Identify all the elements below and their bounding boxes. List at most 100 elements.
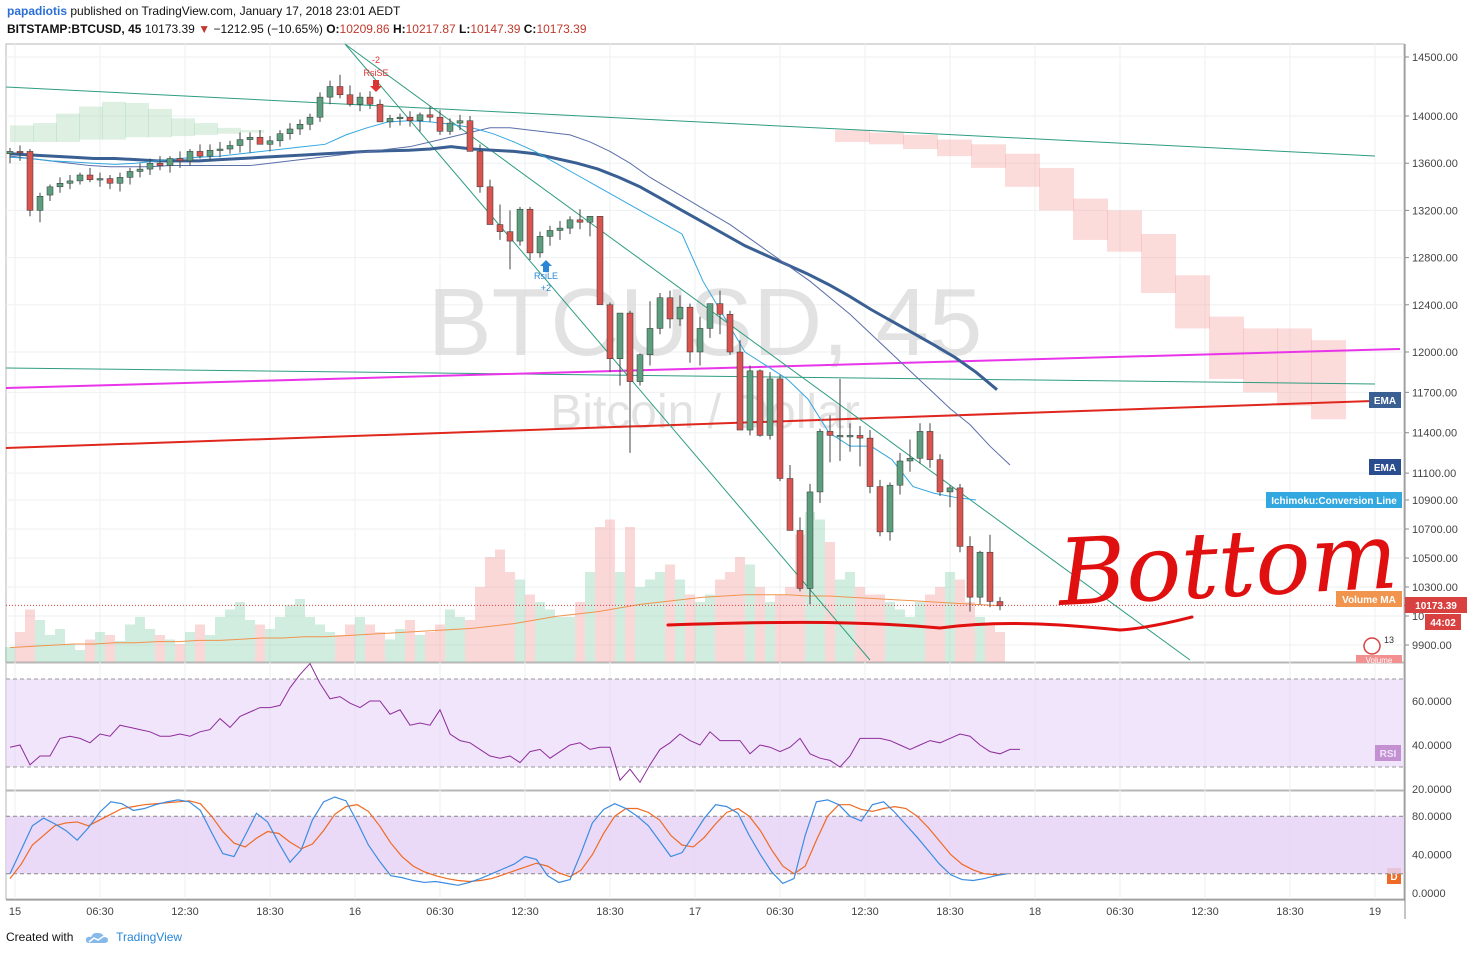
candle-body	[936, 459, 944, 493]
volume-bar	[225, 609, 235, 662]
volume-bar	[825, 542, 835, 662]
volume-bar	[495, 549, 505, 662]
candle-body	[396, 116, 404, 119]
candle-body	[656, 297, 664, 329]
rsi-se-count: -2	[372, 55, 380, 65]
candle-body	[126, 171, 134, 178]
time-tick-label: 16	[349, 906, 361, 918]
price-tick-label: 11400.00	[1412, 428, 1457, 440]
chart-canvas[interactable]: BTCUSD, 45 Bitcoin / Dollar -2 RsiSE RsiLE +2…	[0, 0, 1467, 930]
tradingview-link[interactable]: TradingView	[116, 930, 183, 944]
volume-bar	[935, 587, 945, 662]
cloud-green-segment	[79, 106, 103, 140]
candle-body	[876, 486, 884, 533]
volume-bar	[945, 572, 955, 662]
stoch-tick-label: 80.0000	[1412, 811, 1452, 823]
candle-body	[806, 491, 814, 589]
candle-body	[16, 151, 24, 154]
price-tick-label: 11700.00	[1412, 387, 1457, 399]
volume-bar	[365, 624, 375, 662]
volume-bar	[385, 639, 395, 662]
ohlc-line: BITSTAMP:BTCUSD, 45 10173.39 ▼ −1212.95 …	[7, 22, 587, 36]
volume-bar	[575, 602, 585, 662]
volume-bar	[415, 635, 425, 662]
candle-body	[946, 487, 954, 493]
cloud-red-segment	[1277, 328, 1312, 406]
volume-bar	[775, 594, 785, 662]
candle-body	[906, 458, 914, 462]
cloud-green-segment	[194, 123, 218, 135]
candle-body	[286, 128, 294, 134]
time-tick-label: 18	[1029, 906, 1041, 918]
candle-body	[916, 431, 924, 459]
candle-body	[56, 183, 64, 188]
candle-body	[46, 186, 54, 196]
cloud-green-segment	[148, 108, 172, 138]
volume-bar	[345, 624, 355, 662]
time-tick-label: 12:30	[1191, 906, 1219, 918]
cloud-green-segment	[125, 103, 149, 138]
volume-bar	[145, 629, 155, 662]
volume-bar	[535, 602, 545, 662]
candle-body	[456, 120, 464, 124]
cloud-red-segment	[1107, 210, 1142, 252]
candle-body	[516, 208, 524, 242]
volume-bar	[965, 602, 975, 662]
price-tick-label: 12400.00	[1412, 300, 1458, 312]
price-tick-label: 14000.00	[1412, 111, 1458, 123]
volume-bar	[335, 635, 345, 662]
time-tick-label: 18:30	[596, 906, 624, 918]
candle-body	[176, 158, 184, 162]
candle-body	[846, 435, 854, 438]
open-label: O:	[326, 22, 340, 36]
candle-body	[546, 230, 554, 237]
cloud-green-segment	[240, 130, 264, 133]
volume-bar	[845, 572, 855, 662]
volume-bar	[295, 599, 305, 662]
volume-bar	[665, 564, 675, 662]
volume-bar	[185, 632, 195, 662]
candle-body	[616, 312, 624, 359]
candle-body	[336, 86, 344, 96]
volume-bar	[105, 635, 115, 662]
volume-bar	[395, 629, 405, 662]
volume-ma-line	[9, 594, 998, 649]
price-tick-label: 10300.00	[1412, 582, 1458, 594]
cloud-green-segment	[56, 113, 80, 142]
volume-bar	[65, 644, 75, 662]
candle-body	[636, 354, 644, 382]
volume-bar	[175, 644, 185, 662]
author-link[interactable]: papadiotis	[7, 4, 68, 18]
signals: -2 RsiSE RsiLE +2	[363, 55, 558, 293]
candle-body	[346, 94, 354, 105]
candle-body	[596, 216, 604, 306]
volume-bar	[585, 572, 595, 662]
volume-bar	[545, 609, 555, 662]
candle-body	[586, 216, 594, 223]
down-arrow-icon: ▼	[198, 22, 211, 36]
price-tick-label: 9900.00	[1412, 640, 1452, 652]
chart-header: papadiotis published on TradingView.com,…	[0, 0, 1467, 40]
volume-bar	[285, 605, 295, 662]
candle-body	[76, 174, 84, 182]
candle-body	[276, 133, 284, 142]
last-price-badge: 10173.39	[1415, 601, 1457, 612]
volume-bar	[195, 624, 205, 662]
volume-bar	[355, 617, 365, 662]
tradingview-cloud-icon	[85, 932, 108, 943]
watermark: BTCUSD, 45 Bitcoin / Dollar	[428, 269, 983, 439]
volume-bar	[165, 639, 175, 662]
volume-bar	[785, 587, 795, 662]
candle-body	[196, 151, 204, 157]
cloud-red-segment	[903, 134, 938, 150]
candle-body	[716, 303, 724, 315]
volume-bar	[705, 594, 715, 662]
candle-body	[116, 177, 124, 184]
rsi-le-label: RsiLE	[534, 271, 558, 281]
stoch-k-line	[9, 796, 1007, 886]
stoch-band	[6, 816, 1404, 874]
volume-bar	[565, 617, 575, 662]
rsi-le-count: +2	[541, 283, 551, 293]
cloud-red-segment	[1005, 153, 1040, 187]
candle-body	[446, 122, 454, 132]
